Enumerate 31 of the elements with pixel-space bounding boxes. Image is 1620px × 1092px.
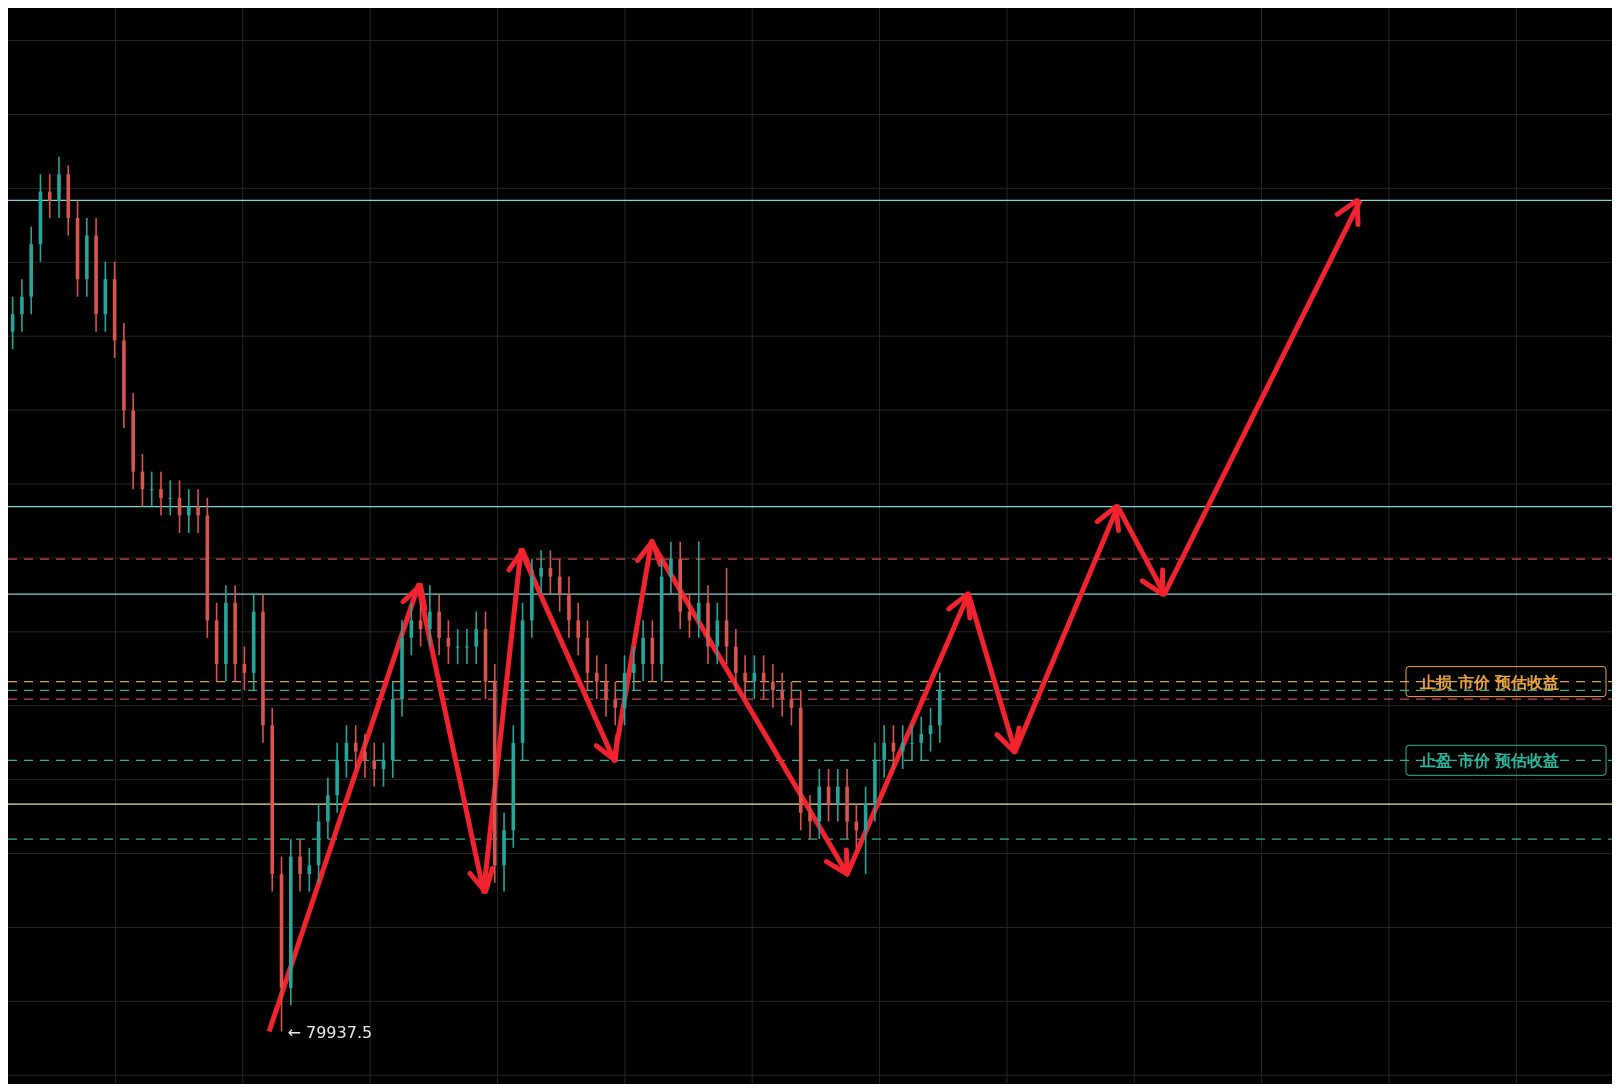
candlestick (604, 663, 608, 718)
candlestick (576, 602, 581, 657)
candlestick (696, 540, 701, 639)
candlestick (836, 768, 840, 823)
candlestick (363, 733, 367, 779)
candlestick (771, 663, 775, 709)
candlestick (474, 610, 479, 665)
candlestick (632, 645, 636, 692)
candlestick (196, 488, 200, 534)
annotation: ← 79937.5 (287, 1022, 373, 1042)
candlestick (187, 488, 191, 534)
candlestick (168, 479, 173, 517)
candlestick (780, 672, 784, 718)
candlestick (669, 540, 673, 595)
candlestick (539, 549, 543, 595)
candlestick (919, 715, 924, 762)
candlestick (159, 470, 163, 517)
candlestick (882, 724, 886, 779)
candlestick (149, 470, 154, 508)
candlestick (594, 654, 599, 700)
candlestick (808, 794, 812, 840)
candlestick (900, 724, 905, 770)
candlestick (47, 173, 52, 219)
candlestick (743, 654, 747, 700)
candlestick (298, 838, 302, 893)
candlestick (20, 278, 24, 333)
candlestick (613, 680, 618, 727)
candlestick (372, 742, 377, 788)
candlestick (910, 724, 914, 762)
candlestick (428, 584, 432, 648)
candlestick (465, 628, 469, 665)
